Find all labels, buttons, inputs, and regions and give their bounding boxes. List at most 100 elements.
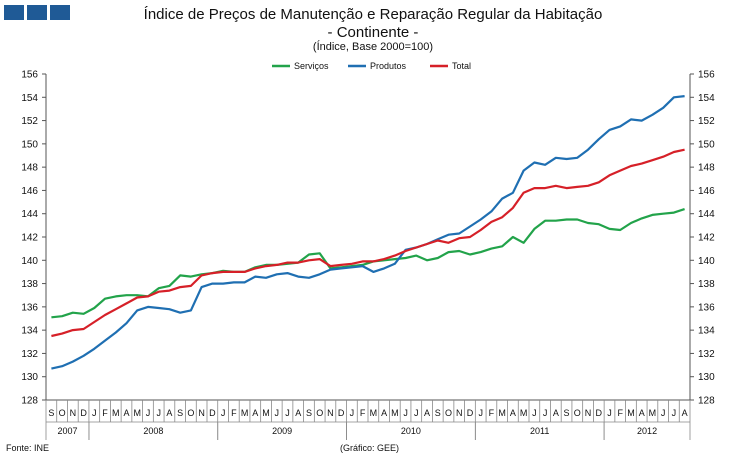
- month-tick-label: A: [123, 408, 129, 418]
- chart-title: Índice de Preços de Manutenção e Reparaç…: [0, 6, 746, 42]
- y-tick-label-right: 138: [698, 279, 715, 290]
- month-tick-label: J: [275, 408, 280, 418]
- month-tick-label: N: [327, 408, 334, 418]
- y-tick-label-right: 128: [698, 396, 715, 407]
- y-tick-label-right: 148: [698, 163, 715, 174]
- year-label-2010: 2010: [401, 426, 421, 436]
- month-tick-label: J: [414, 408, 419, 418]
- y-tick-label-left: 134: [21, 326, 38, 337]
- month-tick-label: M: [649, 408, 657, 418]
- y-tick-label-left: 136: [21, 302, 38, 313]
- month-tick-label: J: [403, 408, 408, 418]
- month-tick-label: O: [445, 408, 452, 418]
- year-label-2009: 2009: [272, 426, 292, 436]
- month-tick-label: M: [133, 408, 141, 418]
- y-tick-label-right: 150: [698, 139, 715, 150]
- month-tick-label: D: [596, 408, 603, 418]
- month-tick-label: O: [316, 408, 323, 418]
- month-tick-label: A: [424, 408, 430, 418]
- graphic-credit: (Gráfico: GEE): [340, 443, 400, 453]
- y-tick-label-left: 138: [21, 279, 38, 290]
- y-tick-label-right: 144: [698, 209, 715, 220]
- series-line-serviços: [51, 208, 685, 319]
- logo-block: [50, 5, 70, 20]
- month-tick-label: D: [338, 408, 345, 418]
- year-label-2008: 2008: [143, 426, 163, 436]
- y-tick-label-right: 134: [698, 326, 715, 337]
- chart-legend: Serviços Produtos Total: [272, 61, 471, 71]
- month-tick-label: F: [489, 408, 495, 418]
- y-tick-label-left: 148: [21, 163, 38, 174]
- y-tick-label-right: 156: [698, 70, 715, 81]
- month-tick-label: O: [59, 408, 66, 418]
- month-tick-label: A: [639, 408, 645, 418]
- y-tick-label-left: 144: [21, 209, 38, 220]
- month-tick-label: S: [48, 408, 54, 418]
- month-tick-label: N: [585, 408, 592, 418]
- series-lines: [51, 95, 685, 370]
- month-tick-label: A: [252, 408, 258, 418]
- month-tick-label: J: [92, 408, 97, 418]
- legend-label: Produtos: [370, 61, 407, 71]
- month-tick-label: F: [102, 408, 108, 418]
- month-tick-label: S: [306, 408, 312, 418]
- month-tick-label: S: [177, 408, 183, 418]
- month-tick-label: M: [520, 408, 528, 418]
- month-tick-label: N: [456, 408, 463, 418]
- y-tick-label-right: 140: [698, 256, 715, 267]
- month-tick-label: M: [262, 408, 270, 418]
- y-tick-label-right: 154: [698, 93, 715, 104]
- month-tick-label: J: [156, 408, 161, 418]
- month-tick-label: D: [209, 408, 216, 418]
- month-tick-label: A: [295, 408, 301, 418]
- month-tick-label: J: [661, 408, 666, 418]
- y-tick-label-left: 156: [21, 70, 38, 81]
- month-tick-label: J: [607, 408, 612, 418]
- month-tick-label: A: [166, 408, 172, 418]
- month-tick-label: D: [467, 408, 474, 418]
- month-tick-label: M: [370, 408, 378, 418]
- chart-subtitle: (Índice, Base 2000=100): [312, 41, 434, 53]
- month-tick-label: J: [532, 408, 537, 418]
- y-tick-label-right: 142: [698, 233, 715, 244]
- legend-label: Serviços: [294, 61, 329, 71]
- month-tick-label: J: [285, 408, 290, 418]
- month-tick-label: J: [672, 408, 677, 418]
- month-tick-label: J: [350, 408, 355, 418]
- y-tick-label-right: 146: [698, 186, 715, 197]
- y-tick-label-right: 152: [698, 116, 715, 127]
- y-tick-label-left: 150: [21, 139, 38, 150]
- y-tick-label-right: 130: [698, 372, 715, 383]
- logo-block: [27, 5, 47, 20]
- legend-label: Total: [452, 61, 471, 71]
- month-tick-label: M: [391, 408, 399, 418]
- month-tick-label: N: [198, 408, 205, 418]
- y-tick-label-left: 140: [21, 256, 38, 267]
- month-tick-label: M: [498, 408, 506, 418]
- gee-logo: [4, 5, 70, 20]
- month-tick-label: D: [80, 408, 87, 418]
- y-tick-label-left: 130: [21, 372, 38, 383]
- year-label-2012: 2012: [637, 426, 657, 436]
- month-tick-label: A: [381, 408, 387, 418]
- logo-block: [4, 5, 24, 20]
- source-note: Fonte: INE: [6, 443, 50, 453]
- month-tick-label: F: [231, 408, 237, 418]
- month-tick-label: S: [564, 408, 570, 418]
- month-tick-label: M: [112, 408, 120, 418]
- month-tick-label: J: [543, 408, 548, 418]
- month-tick-label: O: [187, 408, 194, 418]
- year-label-2007: 2007: [57, 426, 77, 436]
- series-line-total: [51, 148, 685, 338]
- y-tick-label-left: 154: [21, 93, 38, 104]
- month-tick-label: A: [682, 408, 688, 418]
- month-tick-label: M: [241, 408, 249, 418]
- month-tick-label: N: [70, 408, 77, 418]
- y-tick-label-left: 132: [21, 349, 38, 360]
- chart-title-line1: Índice de Preços de Manutenção e Reparaç…: [143, 6, 603, 23]
- y-tick-label-left: 152: [21, 116, 38, 127]
- chart-title-line2: - Continente -: [327, 24, 419, 41]
- month-tick-label: A: [510, 408, 516, 418]
